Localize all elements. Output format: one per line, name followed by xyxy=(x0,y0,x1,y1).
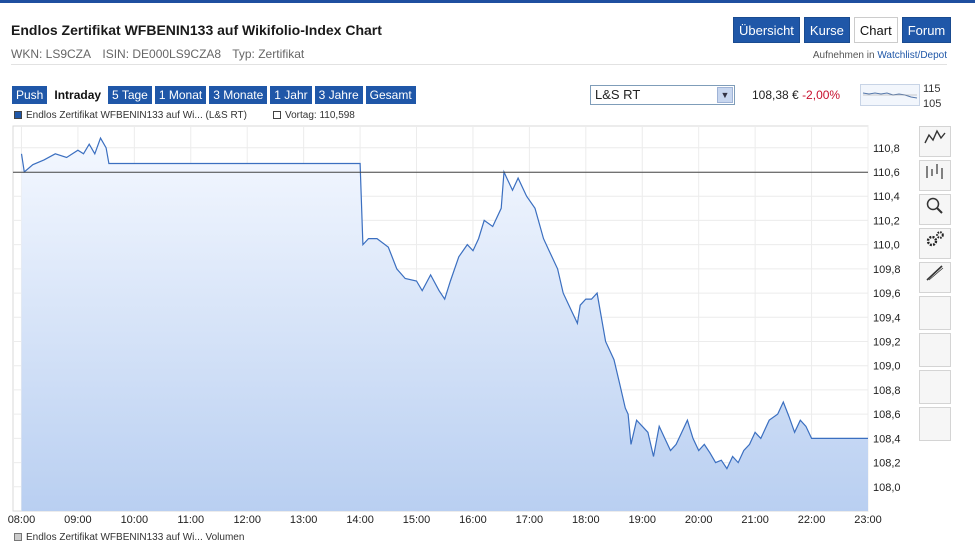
y-tick-label: 110,2 xyxy=(873,215,900,227)
legend-series-swatch xyxy=(14,111,22,119)
top-accent-bar xyxy=(0,0,975,3)
x-tick-label: 13:00 xyxy=(290,514,318,526)
volume-legend-swatch xyxy=(14,533,22,541)
y-tick-label: 110,6 xyxy=(873,167,900,179)
y-tick-label: 109,8 xyxy=(873,264,901,276)
x-tick-label: 08:00 xyxy=(8,514,36,526)
y-tick-label: 110,4 xyxy=(873,191,900,203)
legend-prev-label: Vortag: 110,598 xyxy=(285,110,355,121)
x-tick-label: 09:00 xyxy=(64,514,92,526)
watchlist-link[interactable]: Watchlist/Depot xyxy=(877,50,947,61)
x-tick-label: 14:00 xyxy=(346,514,374,526)
mini-chart-low-label: 105 xyxy=(923,98,942,110)
range-push-button[interactable]: Push xyxy=(12,86,48,104)
wkn-label: WKN: LS9CZA xyxy=(11,47,92,61)
volume-legend-label: Endlos Zertifikat WFBENIN133 auf Wi... V… xyxy=(26,532,245,543)
divider xyxy=(11,64,947,65)
range-3-years-button[interactable]: 3 Jahre xyxy=(314,86,363,104)
x-tick-label: 17:00 xyxy=(516,514,544,526)
x-tick-label: 11:00 xyxy=(177,514,204,526)
legend-prev: Vortag: 110,598 xyxy=(273,110,355,121)
x-tick-label: 19:00 xyxy=(628,514,656,526)
x-tick-label: 18:00 xyxy=(572,514,600,526)
volume-legend: Endlos Zertifikat WFBENIN133 auf Wi... V… xyxy=(14,532,244,543)
series-area xyxy=(21,138,869,511)
range-selector: Push Intraday 5 Tage 1 Monat 3 Monate 1 … xyxy=(12,86,416,104)
y-tick-label: 109,0 xyxy=(873,361,901,373)
x-tick-label: 10:00 xyxy=(121,514,149,526)
zoom-icon[interactable] xyxy=(919,194,951,225)
y-tick-label: 108,6 xyxy=(873,409,901,421)
x-tick-label: 23:00 xyxy=(854,514,882,526)
tab-forum[interactable]: Forum xyxy=(901,17,952,43)
series-line xyxy=(20,136,868,470)
quote-display: 108,38 € -2,00% xyxy=(752,88,840,102)
exchange-select-value: L&S RT xyxy=(595,87,641,102)
tab-quotes[interactable]: Kurse xyxy=(803,17,850,43)
draw-icon[interactable] xyxy=(919,262,951,293)
y-tick-label: 110,0 xyxy=(873,240,900,252)
page-title: Endlos Zertifikat WFBENIN133 auf Wikifol… xyxy=(11,22,382,38)
line-chart-icon[interactable] xyxy=(919,126,951,157)
settings-icon[interactable] xyxy=(919,228,951,259)
y-tick-label: 110,8 xyxy=(873,143,900,155)
range-5-days-button[interactable]: 5 Tage xyxy=(108,86,152,104)
x-tick-label: 15:00 xyxy=(403,514,431,526)
exchange-select[interactable]: L&S RT ▼ xyxy=(590,85,735,105)
mini-chart[interactable] xyxy=(860,84,920,106)
watchlist-prefix: Aufnehmen in xyxy=(812,50,875,61)
watchlist-add: Aufnehmen in Watchlist/Depot xyxy=(813,50,947,61)
legend-series: Endlos Zertifikat WFBENIN133 auf Wi... (… xyxy=(14,110,247,121)
range-total-button[interactable]: Gesamt xyxy=(365,86,416,104)
y-tick-label: 109,2 xyxy=(873,337,901,349)
quote-change: -2,00% xyxy=(802,88,841,102)
tab-chart[interactable]: Chart xyxy=(853,17,898,43)
legend-series-label: Endlos Zertifikat WFBENIN133 auf Wi... (… xyxy=(26,110,247,121)
tool-slot-4[interactable] xyxy=(919,407,951,441)
tool-slot-3[interactable] xyxy=(919,370,951,404)
ohlc-chart-icon[interactable] xyxy=(919,160,951,191)
chart-tools xyxy=(919,126,951,444)
y-tick-label: 108,4 xyxy=(873,433,901,445)
y-tick-label: 108,8 xyxy=(873,385,901,397)
type-label: Typ: Zertifikat xyxy=(232,47,305,61)
chevron-down-icon[interactable]: ▼ xyxy=(717,87,733,103)
range-intraday-button[interactable]: Intraday xyxy=(50,86,106,104)
chart-legend: Endlos Zertifikat WFBENIN133 auf Wi... (… xyxy=(14,110,355,121)
tool-slot-2[interactable] xyxy=(919,333,951,367)
x-tick-label: 22:00 xyxy=(798,514,826,526)
mini-chart-high-label: 115 xyxy=(923,83,941,95)
range-1-year-button[interactable]: 1 Jahr xyxy=(270,86,312,104)
x-tick-label: 12:00 xyxy=(233,514,261,526)
y-tick-label: 108,2 xyxy=(873,458,901,470)
security-info: WKN: LS9CZA ISIN: DE000LS9CZA8 Typ: Zert… xyxy=(11,47,312,61)
tool-slot-1[interactable] xyxy=(919,296,951,330)
x-tick-label: 21:00 xyxy=(741,514,769,526)
y-tick-label: 108,0 xyxy=(873,482,901,494)
range-1-month-button[interactable]: 1 Monat xyxy=(154,86,207,104)
main-tabs: Übersicht Kurse Chart Forum xyxy=(733,17,952,43)
x-tick-label: 16:00 xyxy=(459,514,487,526)
y-tick-label: 109,4 xyxy=(873,312,901,324)
tab-overview[interactable]: Übersicht xyxy=(733,17,800,43)
legend-prev-swatch xyxy=(273,111,281,119)
x-tick-label: 20:00 xyxy=(685,514,713,526)
y-tick-label: 109,6 xyxy=(873,288,901,300)
mini-chart-sparkline xyxy=(862,92,918,99)
isin-label: ISIN: DE000LS9CZA8 xyxy=(102,47,222,61)
range-3-months-button[interactable]: 3 Monate xyxy=(209,86,268,104)
quote-price: 108,38 € xyxy=(752,88,799,102)
